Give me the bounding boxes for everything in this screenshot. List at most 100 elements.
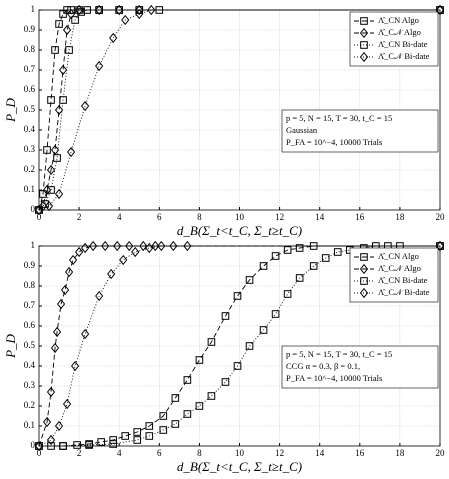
marker bbox=[133, 436, 142, 444]
y-tick-label: 0.7 bbox=[24, 300, 36, 310]
marker bbox=[283, 290, 292, 298]
marker bbox=[62, 398, 72, 410]
legend-label: Λ̂_CN Bi-date bbox=[378, 275, 428, 285]
x-tick-label: 20 bbox=[436, 212, 446, 222]
y-tick-label: 0.8 bbox=[24, 44, 36, 54]
marker bbox=[54, 188, 64, 200]
annotation-text: P_FA = 10^−4, 10000 Trials bbox=[286, 137, 382, 147]
x-tick-label: 2 bbox=[77, 448, 82, 458]
marker bbox=[50, 342, 60, 354]
marker bbox=[83, 6, 91, 14]
annotation-text: Gaussian bbox=[286, 125, 318, 135]
y-tick-label: 0 bbox=[31, 440, 36, 450]
marker bbox=[64, 266, 74, 278]
marker bbox=[147, 4, 156, 16]
marker bbox=[109, 32, 118, 44]
marker bbox=[435, 240, 445, 252]
marker bbox=[81, 100, 90, 112]
marker bbox=[121, 14, 130, 26]
y-tick-label: 0.8 bbox=[24, 280, 36, 290]
marker bbox=[233, 362, 242, 370]
x-tick-label: 18 bbox=[395, 448, 405, 458]
marker bbox=[245, 342, 254, 350]
marker bbox=[69, 254, 78, 266]
marker bbox=[66, 8, 76, 20]
series-line bbox=[38, 9, 440, 211]
marker bbox=[59, 442, 67, 450]
marker bbox=[95, 60, 104, 72]
marker bbox=[171, 394, 180, 402]
marker bbox=[65, 46, 73, 54]
x-tick-label: 14 bbox=[315, 448, 325, 458]
x-tick-label: 12 bbox=[275, 448, 284, 458]
chart-panel: 00.10.20.30.40.50.60.70.80.910 2 4 6 8 10 12 14… bbox=[3, 240, 445, 474]
marker bbox=[67, 6, 75, 14]
marker bbox=[46, 386, 56, 398]
annotation-text: p = 5, N = 15, T = 30, t_C = 15 bbox=[286, 349, 392, 359]
marker bbox=[125, 240, 134, 252]
marker bbox=[38, 200, 48, 212]
marker bbox=[121, 432, 130, 440]
x-axis-label: d_B(Σ_t<t_C, Σ_t≥t_C) bbox=[177, 223, 302, 238]
series-line bbox=[38, 9, 440, 211]
marker bbox=[42, 416, 52, 428]
marker bbox=[159, 426, 168, 434]
marker bbox=[135, 6, 144, 14]
marker bbox=[54, 420, 64, 432]
marker bbox=[195, 356, 204, 364]
marker bbox=[46, 434, 56, 446]
marker bbox=[195, 402, 204, 410]
y-tick-label: 0 bbox=[31, 204, 36, 214]
marker bbox=[53, 154, 61, 162]
x-tick-label: 6 bbox=[157, 448, 162, 458]
marker bbox=[115, 6, 124, 14]
marker bbox=[62, 24, 72, 36]
y-tick-label: 1 bbox=[31, 4, 36, 14]
marker bbox=[221, 378, 230, 386]
x-tick-label: 10 bbox=[235, 212, 245, 222]
marker bbox=[207, 392, 216, 400]
marker bbox=[309, 262, 318, 270]
marker bbox=[271, 252, 280, 260]
marker bbox=[89, 240, 98, 252]
annotation-text: p = 5, N = 15, T = 30, t_C = 15 bbox=[286, 113, 392, 123]
marker bbox=[271, 310, 280, 318]
x-tick-label: 0 bbox=[37, 212, 42, 222]
marker bbox=[115, 4, 124, 16]
marker bbox=[145, 422, 154, 430]
y-tick-label: 0.7 bbox=[24, 64, 36, 74]
annotation-text: P_FA = 10^−4, 10000 Trials bbox=[286, 373, 382, 383]
marker bbox=[109, 436, 117, 444]
marker bbox=[359, 263, 369, 275]
marker bbox=[56, 298, 66, 310]
marker bbox=[145, 432, 154, 440]
annotation-box bbox=[281, 109, 439, 153]
marker bbox=[119, 254, 128, 266]
x-tick-label: 4 bbox=[117, 212, 122, 222]
marker bbox=[183, 410, 192, 418]
marker bbox=[95, 290, 104, 302]
marker bbox=[54, 104, 64, 116]
y-tick-label: 0.6 bbox=[24, 84, 36, 94]
marker bbox=[47, 96, 55, 104]
marker bbox=[321, 254, 330, 262]
x-tick-label: 14 bbox=[315, 212, 325, 222]
y-tick-label: 1 bbox=[31, 240, 36, 250]
marker bbox=[81, 328, 90, 340]
y-tick-label: 0.9 bbox=[24, 260, 36, 270]
marker bbox=[46, 164, 56, 176]
marker bbox=[283, 246, 292, 254]
marker bbox=[59, 10, 67, 18]
marker bbox=[169, 240, 178, 252]
marker bbox=[159, 412, 168, 420]
marker bbox=[77, 8, 85, 16]
marker bbox=[85, 441, 93, 449]
marker bbox=[259, 326, 268, 334]
x-tick-label: 16 bbox=[355, 448, 365, 458]
marker bbox=[333, 248, 342, 256]
marker bbox=[59, 96, 67, 104]
marker bbox=[245, 276, 254, 284]
marker bbox=[360, 277, 368, 285]
marker bbox=[95, 4, 104, 16]
marker bbox=[55, 20, 63, 28]
